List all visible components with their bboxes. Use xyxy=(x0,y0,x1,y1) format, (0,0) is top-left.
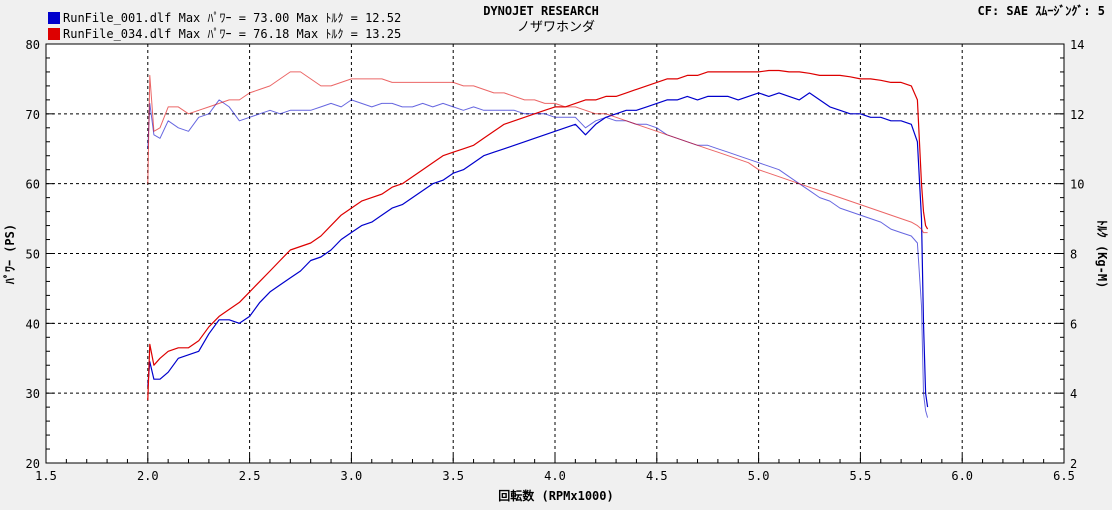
x-tick-label: 5.0 xyxy=(748,469,770,483)
legend-swatch-run1 xyxy=(48,12,60,24)
legend: RunFile_001.dlf Max ﾊﾟﾜｰ = 73.00 Max ﾄﾙｸ… xyxy=(48,11,401,41)
shop-name: ノザワホンダ xyxy=(517,20,595,35)
axis-ticks: 1.5 2.0 2.5 3.0 3.5 4.0 4.5 5.0 5.5 6.0 6.5 20 30 40 5… xyxy=(26,38,1085,483)
y-right-tick-label: 14 xyxy=(1070,38,1084,52)
company-name: DYNOJET RESEARCH xyxy=(483,4,599,18)
y-left-tick-label: 30 xyxy=(26,387,40,401)
power-line-run1 xyxy=(147,92,929,408)
y-right-tick-label: 8 xyxy=(1070,248,1077,262)
x-tick-label: 3.5 xyxy=(442,469,464,483)
torque-line-run2 xyxy=(147,71,928,234)
legend-swatch-run2 xyxy=(48,28,60,40)
y-right-tick-label: 4 xyxy=(1070,387,1077,401)
torque-line-run1 xyxy=(147,99,929,418)
y-right-tick-label: 10 xyxy=(1070,178,1084,192)
x-tick-label: 6.0 xyxy=(951,469,973,483)
y-right-axis-label: ﾄﾙｸ (Kg-M) xyxy=(1095,220,1109,289)
x-tick-label: 4.5 xyxy=(646,469,668,483)
y-left-tick-label: 80 xyxy=(26,38,40,52)
y-left-axis-label: ﾊﾟﾜｰ (PS) xyxy=(2,224,17,285)
y-left-tick-label: 20 xyxy=(26,457,40,471)
y-right-tick-label: 6 xyxy=(1070,317,1077,331)
y-right-tick-label: 2 xyxy=(1070,457,1077,471)
x-tick-label: 2.0 xyxy=(137,469,159,483)
y-left-tick-label: 40 xyxy=(26,317,40,331)
series-lines xyxy=(147,69,929,418)
x-tick-label: 3.0 xyxy=(341,469,363,483)
x-tick-label: 4.0 xyxy=(544,469,566,483)
y-left-tick-label: 50 xyxy=(26,248,40,262)
y-left-tick-label: 70 xyxy=(26,108,40,122)
y-right-tick-label: 12 xyxy=(1070,108,1084,122)
x-tick-label: 5.5 xyxy=(850,469,872,483)
legend-label-run1: RunFile_001.dlf Max ﾊﾟﾜｰ = 73.00 Max ﾄﾙｸ… xyxy=(63,11,401,25)
x-tick-label: 1.5 xyxy=(35,469,57,483)
y-left-tick-label: 60 xyxy=(26,178,40,192)
power-line-run2 xyxy=(147,69,929,401)
legend-label-run2: RunFile_034.dlf Max ﾊﾟﾜｰ = 76.18 Max ﾄﾙｸ… xyxy=(63,27,401,41)
x-axis-label: 回転数 (RPMx1000) xyxy=(498,488,613,503)
x-tick-label: 2.5 xyxy=(239,469,261,483)
x-tick-label: 6.5 xyxy=(1053,469,1075,483)
settings-label: CF: SAE ｽﾑｰｼﾞﾝｸﾞ: 5 xyxy=(978,3,1105,18)
